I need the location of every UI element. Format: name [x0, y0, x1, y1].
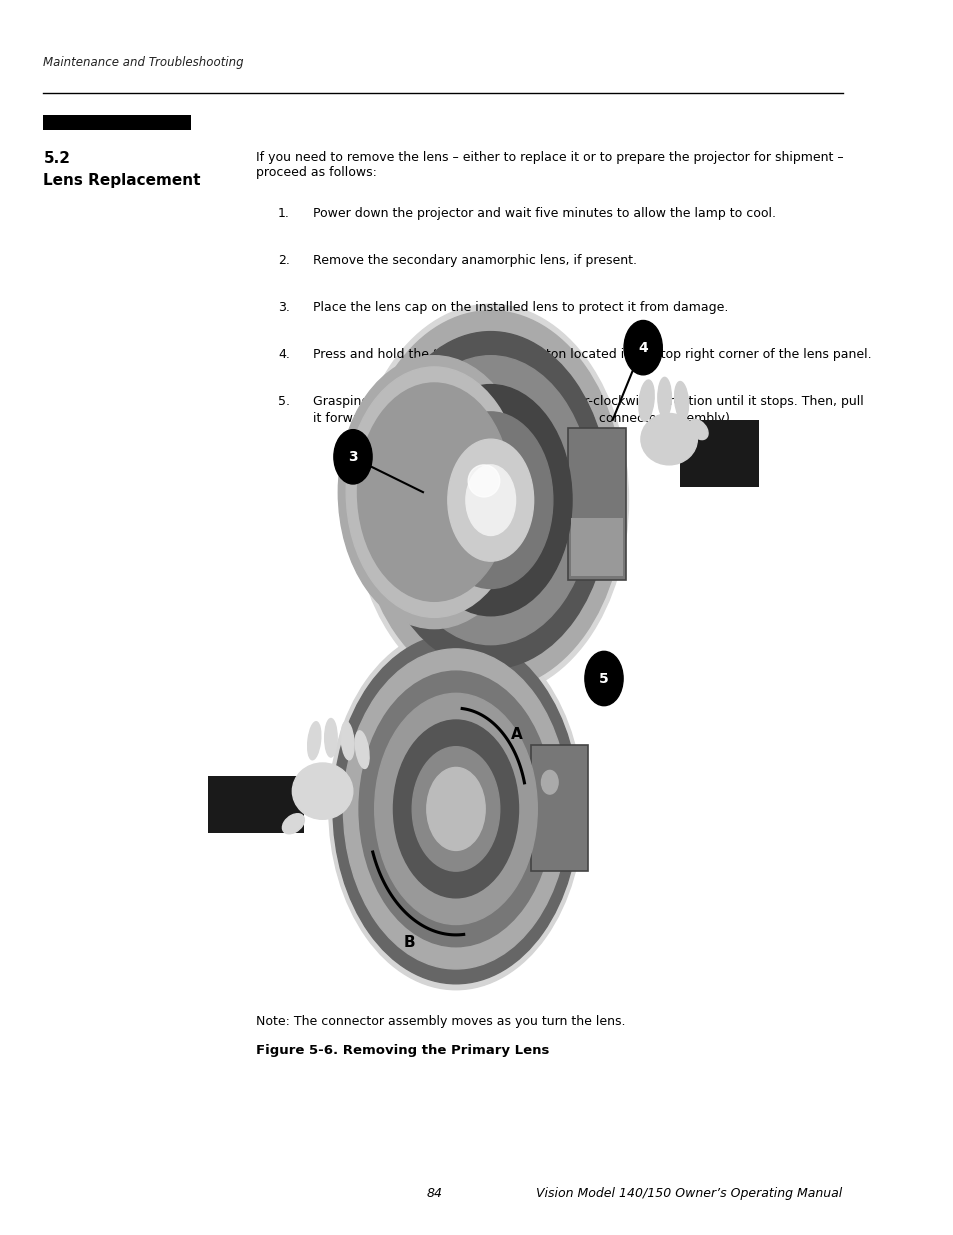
Text: Note: The connector assembly moves as you turn the lens.: Note: The connector assembly moves as yo… [256, 1015, 625, 1029]
Bar [208, 777, 303, 832]
Text: Maintenance and Troubleshooting: Maintenance and Troubleshooting [44, 56, 244, 69]
Circle shape [465, 464, 515, 536]
Text: 5.: 5. [277, 395, 290, 409]
Circle shape [338, 356, 530, 629]
Text: Grasping the lens barrel, turn it in a counter-clockwise direction until it stop: Grasping the lens barrel, turn it in a c… [313, 395, 862, 425]
Ellipse shape [688, 420, 707, 440]
Ellipse shape [292, 763, 353, 819]
Bar [571, 517, 622, 576]
Text: Figure 5-6. Removing the Primary Lens: Figure 5-6. Removing the Primary Lens [256, 1044, 549, 1057]
Bar [44, 115, 191, 130]
Circle shape [412, 747, 499, 871]
Bar [531, 745, 588, 871]
Ellipse shape [324, 719, 336, 757]
Circle shape [346, 367, 522, 618]
Ellipse shape [639, 380, 654, 421]
Ellipse shape [640, 414, 697, 464]
Circle shape [393, 720, 518, 898]
Text: 2.: 2. [277, 254, 290, 268]
Text: 5: 5 [598, 672, 608, 685]
Bar [567, 429, 625, 580]
Text: 4.: 4. [277, 348, 290, 362]
Circle shape [375, 693, 537, 925]
Circle shape [357, 311, 623, 689]
Circle shape [333, 634, 578, 984]
Text: Place the lens cap on the installed lens to protect it from damage.: Place the lens cap on the installed lens… [313, 301, 727, 315]
Text: Vision Model 140/150 Owner’s Operating Manual: Vision Model 140/150 Owner’s Operating M… [536, 1187, 841, 1200]
Text: Remove the secondary anamorphic lens, if present.: Remove the secondary anamorphic lens, if… [313, 254, 636, 268]
Text: Press and hold the “lens release” button located in the top right corner of the : Press and hold the “lens release” button… [313, 348, 870, 362]
Text: If you need to remove the lens – either to replace it or to prepare the projecto: If you need to remove the lens – either … [256, 151, 843, 179]
Ellipse shape [468, 464, 499, 496]
Ellipse shape [355, 731, 369, 768]
Text: 5.2: 5.2 [44, 151, 71, 165]
Text: 84: 84 [426, 1187, 442, 1200]
Circle shape [409, 384, 572, 616]
Text: Power down the projector and wait five minutes to allow the lamp to cool.: Power down the projector and wait five m… [313, 207, 775, 221]
Circle shape [426, 767, 485, 851]
Text: 3: 3 [348, 450, 357, 464]
Circle shape [353, 304, 628, 697]
Circle shape [447, 440, 533, 561]
Ellipse shape [307, 721, 320, 760]
Circle shape [389, 356, 592, 645]
Circle shape [358, 671, 553, 947]
Text: B: B [403, 935, 415, 950]
Bar [321, 252, 750, 716]
Circle shape [584, 651, 622, 705]
Ellipse shape [282, 814, 304, 834]
Bar [257, 587, 654, 1031]
Text: Lens Replacement: Lens Replacement [44, 173, 201, 188]
Text: A: A [510, 727, 522, 742]
Circle shape [372, 331, 609, 669]
Circle shape [541, 771, 558, 794]
Text: 3.: 3. [277, 301, 290, 315]
Circle shape [343, 648, 568, 969]
Circle shape [357, 383, 511, 601]
Ellipse shape [674, 382, 688, 420]
Text: 4: 4 [638, 341, 647, 354]
Ellipse shape [341, 721, 354, 760]
Ellipse shape [658, 378, 671, 417]
Text: 1.: 1. [277, 207, 290, 221]
Circle shape [428, 412, 552, 589]
Bar [679, 420, 759, 488]
Circle shape [334, 430, 372, 484]
Circle shape [623, 321, 661, 375]
Circle shape [329, 629, 582, 989]
